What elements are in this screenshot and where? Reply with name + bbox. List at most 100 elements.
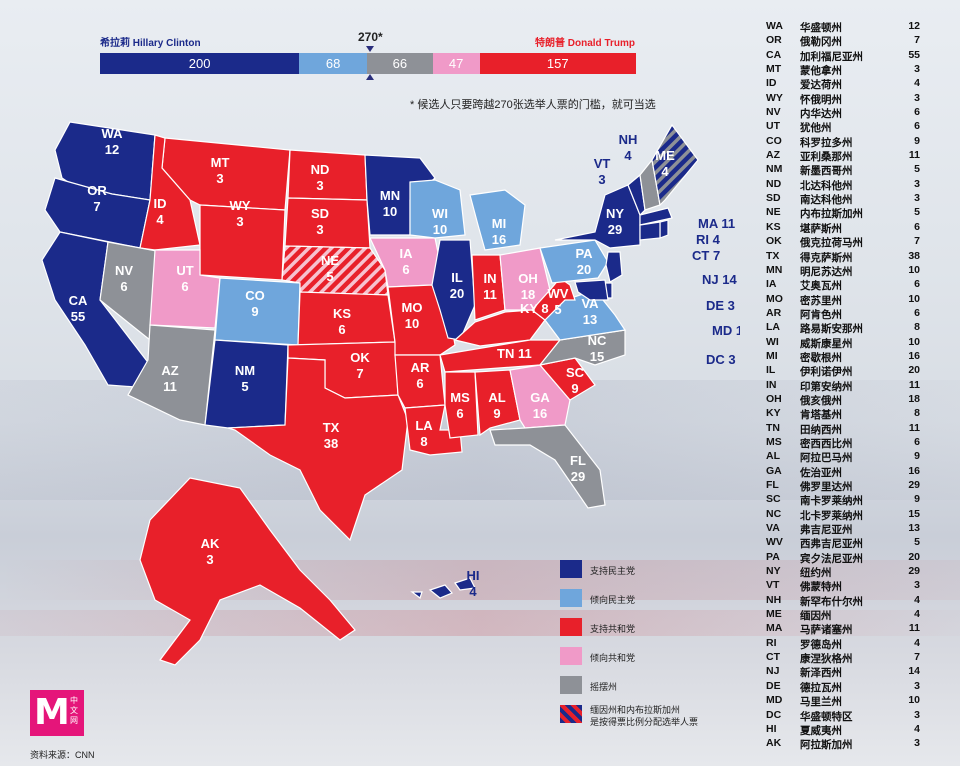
table-row: GA 佐治亚州 16 bbox=[766, 465, 926, 479]
table-row: NJ 新泽西州 14 bbox=[766, 665, 926, 679]
threshold-label: 270* bbox=[358, 30, 383, 44]
table-row: RI 罗德岛州 4 bbox=[766, 637, 926, 651]
state-label-oh: OH bbox=[518, 271, 538, 286]
state-name: 南卡罗莱纳州 bbox=[800, 495, 863, 508]
electoral-votes: 18 bbox=[908, 392, 920, 405]
electoral-votes: 9 bbox=[914, 493, 920, 506]
electoral-votes: 3 bbox=[914, 177, 920, 190]
state-votes-co: 9 bbox=[251, 304, 258, 319]
legend-label: 倾向民主党 bbox=[590, 595, 636, 605]
threshold-marker-icon bbox=[366, 46, 374, 52]
state-votes-az: 11 bbox=[163, 379, 177, 394]
state-code: IN bbox=[766, 378, 777, 391]
table-row: DC 华盛顿特区 3 bbox=[766, 709, 926, 723]
table-row: KS 堪萨斯州 6 bbox=[766, 221, 926, 235]
state-label-pa: PA bbox=[575, 246, 593, 261]
electoral-votes: 10 bbox=[908, 335, 920, 348]
state-votes-nv: 6 bbox=[120, 279, 127, 294]
state-code: WV bbox=[766, 536, 783, 549]
electoral-votes: 16 bbox=[908, 349, 920, 362]
state-name: 德拉瓦州 bbox=[800, 681, 842, 694]
state-votes-ok: 7 bbox=[356, 366, 363, 381]
state-label-ri: RI 4 bbox=[696, 232, 721, 247]
legend-swatch bbox=[560, 647, 582, 665]
state-label-wy: WY bbox=[230, 198, 251, 213]
electoral-votes: 3 bbox=[914, 737, 920, 750]
state-name: 康涅狄格州 bbox=[800, 653, 853, 666]
state-nj bbox=[605, 251, 623, 283]
state-votes-vt: 3 bbox=[598, 172, 605, 187]
electoral-votes: 20 bbox=[908, 550, 920, 563]
state-ma bbox=[639, 207, 673, 226]
logo-subtitle: 中文网 bbox=[70, 696, 78, 725]
state-table: WA 华盛顿州 12 OR 俄勒冈州 7 CA 加利福尼亚州 55 MT 蒙他拿州 3 ID 爱达荷州 4 W… bbox=[766, 20, 926, 752]
state-code: CO bbox=[766, 134, 782, 147]
state-code: NY bbox=[766, 565, 781, 578]
state-me bbox=[651, 123, 699, 207]
table-row: OK 俄克拉荷马州 7 bbox=[766, 235, 926, 249]
state-name: 路易斯安那州 bbox=[800, 323, 863, 336]
state-votes-va: 13 bbox=[583, 312, 597, 327]
electoral-votes: 5 bbox=[914, 163, 920, 176]
state-label-ne: NE bbox=[321, 253, 339, 268]
state-code: WA bbox=[766, 20, 783, 32]
state-label-nv: NV bbox=[115, 263, 133, 278]
legend-item-tossup: 摇摆州 bbox=[560, 674, 750, 703]
table-row: NE 内布拉斯加州 5 bbox=[766, 206, 926, 220]
state-name: 华盛顿特区 bbox=[800, 710, 853, 723]
state-label-md: MD 10 bbox=[712, 323, 740, 338]
table-row: WI 威斯康星州 10 bbox=[766, 336, 926, 350]
state-name: 佛罗里达州 bbox=[800, 481, 853, 493]
electoral-votes: 6 bbox=[914, 106, 920, 119]
state-label-az: AZ bbox=[161, 363, 178, 378]
state-label-la: LA bbox=[415, 418, 433, 433]
state-code: MT bbox=[766, 63, 782, 76]
state-code: NE bbox=[766, 206, 781, 219]
table-row: MT 蒙他拿州 3 bbox=[766, 63, 926, 77]
table-row: WV 西弗吉尼亚州 5 bbox=[766, 536, 926, 550]
bar-segment-rep: 157 bbox=[479, 53, 636, 74]
table-row: ND 北达科他州 3 bbox=[766, 178, 926, 192]
state-code: WY bbox=[766, 91, 783, 104]
electoral-votes: 4 bbox=[914, 722, 920, 735]
state-code: AZ bbox=[766, 149, 780, 162]
state-hi bbox=[410, 577, 476, 599]
state-votes-ut: 6 bbox=[181, 279, 188, 294]
bar-segment-lean_rep: 47 bbox=[432, 53, 480, 74]
electoral-votes: 5 bbox=[914, 536, 920, 549]
state-label-ia: IA bbox=[400, 246, 414, 261]
legend: 支持民主党 倾向民主党 支持共和党 倾向共和党 摇摆州 缅因州和内布拉斯加州 是按得票比例… bbox=[560, 558, 750, 732]
state-label-nj: NJ 14 bbox=[702, 272, 737, 287]
state-name: 阿肯色州 bbox=[800, 308, 842, 321]
table-row: VT 佛蒙特州 3 bbox=[766, 579, 926, 593]
electoral-votes: 55 bbox=[908, 48, 920, 61]
electoral-votes: 4 bbox=[914, 608, 920, 621]
state-code: MO bbox=[766, 292, 783, 305]
state-label-il: IL bbox=[451, 270, 463, 285]
state-votes-ms: 6 bbox=[456, 406, 463, 421]
table-row: NC 北卡罗莱纳州 15 bbox=[766, 508, 926, 522]
table-row: VA 弗吉尼亚州 13 bbox=[766, 522, 926, 536]
bar-segment-dem: 200 bbox=[100, 53, 300, 74]
state-label-ca: CA bbox=[69, 293, 88, 308]
m-logo: M 中文网 bbox=[30, 690, 84, 736]
state-label-wv: WV bbox=[548, 286, 569, 301]
table-row: NV 内华达州 6 bbox=[766, 106, 926, 120]
state-votes-ny: 29 bbox=[608, 222, 622, 237]
table-row: MN 明尼苏达州 10 bbox=[766, 264, 926, 278]
state-code: NJ bbox=[766, 665, 780, 678]
electoral-votes: 7 bbox=[914, 34, 920, 47]
state-il bbox=[431, 239, 476, 341]
state-label-mo: MO bbox=[402, 300, 423, 315]
state-name: 威斯康星州 bbox=[800, 337, 853, 350]
state-ny bbox=[554, 184, 641, 249]
table-row: PA 宾夕法尼亚州 20 bbox=[766, 551, 926, 565]
state-code: SD bbox=[766, 192, 781, 205]
state-code: ND bbox=[766, 177, 782, 190]
state-votes-nh: 4 bbox=[624, 148, 632, 163]
state-code: IA bbox=[766, 278, 777, 291]
state-name: 纽约州 bbox=[800, 567, 832, 580]
state-fl bbox=[489, 424, 606, 509]
state-label-ar: AR bbox=[411, 360, 430, 375]
table-row: AR 阿肯色州 6 bbox=[766, 307, 926, 321]
